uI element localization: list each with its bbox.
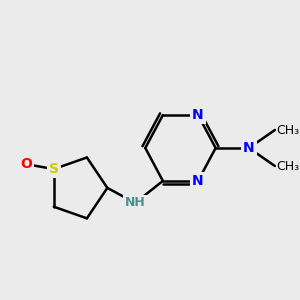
Text: N: N <box>243 141 255 155</box>
Text: S: S <box>49 162 59 176</box>
Text: CH₃: CH₃ <box>277 160 300 172</box>
Text: O: O <box>20 157 32 171</box>
Text: NH: NH <box>125 196 146 209</box>
Text: CH₃: CH₃ <box>277 124 300 136</box>
Text: N: N <box>192 174 204 188</box>
Text: N: N <box>192 108 204 122</box>
